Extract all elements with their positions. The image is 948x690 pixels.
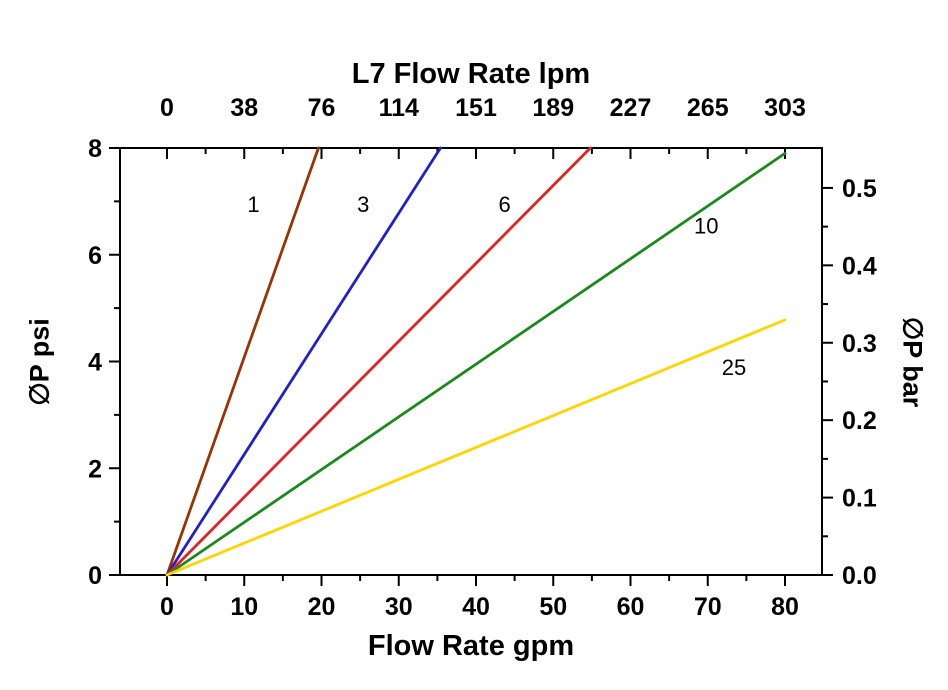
x-bottom-tick-label: 10: [230, 593, 258, 621]
series-label-3: 3: [357, 192, 369, 217]
x-bottom-tick-label: 70: [694, 593, 722, 621]
top-axis-title: L7 Flow Rate lpm: [351, 58, 591, 90]
series-label-10: 10: [694, 213, 718, 238]
x-top-tick-label: 76: [308, 94, 336, 122]
x-bottom-tick-label: 20: [308, 593, 336, 621]
x-top-tick-label: 38: [230, 94, 258, 122]
y-right-tick-label: 0.0: [842, 562, 877, 590]
series-label-25: 25: [722, 355, 746, 380]
y-left-tick-label: 2: [88, 455, 102, 483]
x-bottom-tick-label: 80: [771, 593, 799, 621]
x-bottom-tick-label: 50: [539, 593, 567, 621]
x-top-tick-label: 151: [455, 94, 497, 122]
y-left-tick-label: 4: [88, 349, 102, 377]
x-top-tick-label: 303: [764, 94, 806, 122]
y-left-tick-label: 8: [88, 135, 102, 163]
x-top-tick-label: 265: [687, 94, 729, 122]
x-top-tick-label: 114: [379, 94, 419, 122]
series-label-1: 1: [247, 192, 259, 217]
series-line-1: [165, 146, 320, 577]
series-label-6: 6: [498, 192, 510, 217]
y-right-tick-label: 0.2: [842, 407, 877, 435]
x-top-tick-label: 227: [610, 94, 652, 122]
x-bottom-tick-label: 40: [462, 593, 490, 621]
x-axis-title: Flow Rate gpm: [367, 630, 575, 662]
x-bottom-tick-label: 60: [617, 593, 645, 621]
y-left-tick-label: 0: [88, 562, 102, 590]
y-left-tick-label: 6: [88, 242, 102, 270]
y-right-tick-label: 0.1: [842, 485, 877, 513]
x-bottom-tick-label: 0: [160, 593, 174, 621]
plot-frame: [119, 147, 823, 576]
x-top-tick-label: 189: [532, 94, 574, 122]
y-right-tick-label: 0.3: [842, 330, 877, 358]
x-bottom-tick-label: 30: [385, 593, 413, 621]
series-line-3: [165, 146, 442, 577]
x-top-tick-label: 0: [160, 94, 174, 122]
series-line-10: [165, 151, 787, 577]
y-right-tick-label: 0.5: [842, 175, 877, 203]
y-right-tick-label: 0.4: [842, 252, 877, 280]
series-line-25: [165, 318, 787, 577]
series-line-6: [165, 146, 592, 577]
